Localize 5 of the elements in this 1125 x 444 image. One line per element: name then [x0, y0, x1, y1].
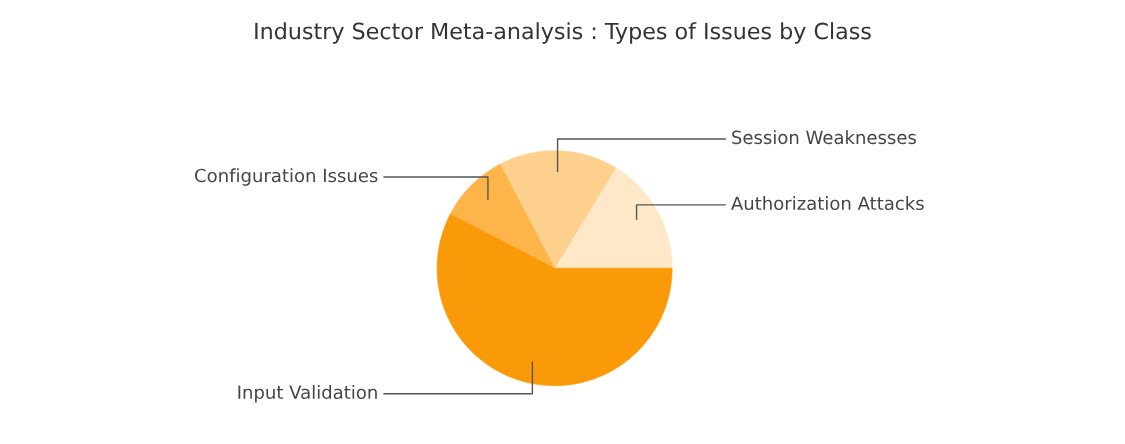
slice-label: Authorization Attacks [731, 196, 924, 211]
slice-label: Configuration Issues [195, 168, 378, 186]
chart-title: Industry Sector Meta-analysis : Types of Issues by Class [255, 22, 871, 44]
slice-label: Session Weaknesses [732, 130, 916, 145]
slice-label: Input Validation [238, 385, 377, 403]
